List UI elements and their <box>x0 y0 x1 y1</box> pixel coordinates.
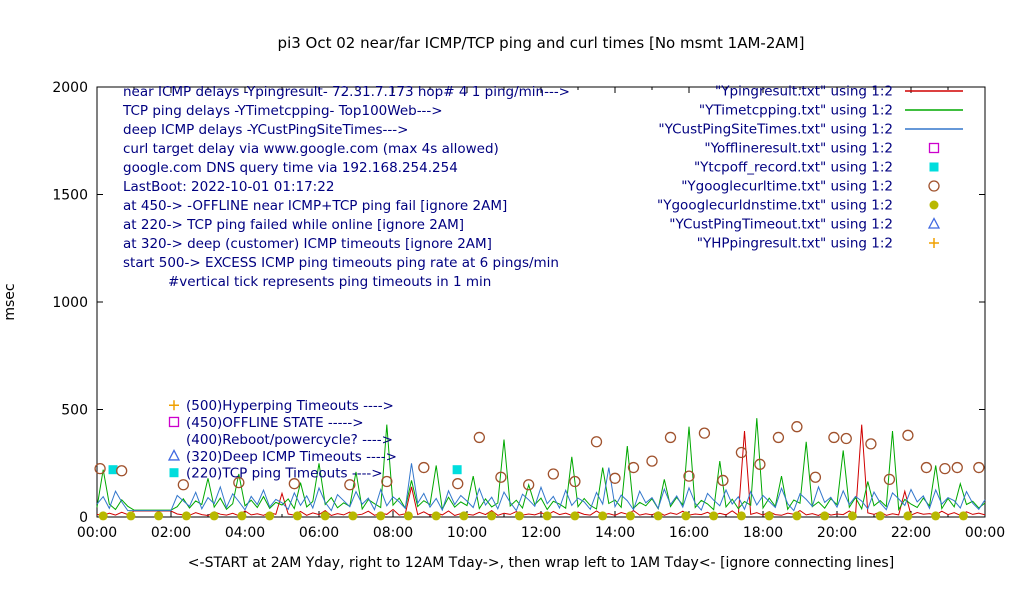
annotation-line: deep ICMP delays -YCustPingSiteTimes---> <box>123 122 408 138</box>
x-tick-label: 10:00 <box>447 525 487 541</box>
open-triangle-marker <box>167 449 181 461</box>
marker-label: (220)TCP ping Timeouts ----> <box>186 466 383 482</box>
series-ytcpoff-record <box>108 465 462 475</box>
x-tick-label: 22:00 <box>891 525 931 541</box>
chart-title: pi3 Oct 02 near/far ICMP/TCP ping and cu… <box>278 34 805 52</box>
legend-label-ycustpingtimeout: "YCustPingTimeout.txt" using 1:2 <box>669 217 893 233</box>
x-tick-label: 14:00 <box>595 525 635 541</box>
y-tick-label: 0 <box>79 510 88 526</box>
series-ygooglecurldnstime <box>98 511 968 521</box>
legend-sample-ygooglecurldnstime <box>929 200 939 210</box>
legend-label-ytimetcpping: "YTimetcpping.txt" using 1:2 <box>699 103 893 119</box>
annotation-line: near ICMP delays -Ypingresult- 72.31.7.1… <box>123 84 570 100</box>
annotations: near ICMP delays -Ypingresult- 72.31.7.1… <box>122 84 570 290</box>
annotation-line: #vertical tick represents ping timeouts … <box>168 274 491 290</box>
annotation-line: at 220-> TCP ping failed while online [i… <box>123 217 464 233</box>
series-ycustpingsitetimes <box>96 463 986 512</box>
x-tick-label: 02:00 <box>151 525 191 541</box>
x-axis-ticks: 00:00 02:00 04:00 06:00 08:00 10:00 12:00 14:00… <box>77 87 1005 541</box>
legend-label-yofflineresult: "Yofflineresult.txt" using 1:2 <box>704 141 893 157</box>
legend: "Ypingresult.txt" using 1:2 "YTimetcpping… <box>657 84 963 252</box>
legend-sample-ycustpingtimeout <box>927 217 941 229</box>
annotation-line: LastBoot: 2022-10-01 01:17:22 <box>123 179 334 195</box>
series-ypingresult <box>96 424 986 517</box>
annotation-line: start 500-> EXCESS ICMP ping timeouts pi… <box>123 255 559 271</box>
x-tick-label: 18:00 <box>743 525 783 541</box>
x-tick-label: 16:00 <box>669 525 709 541</box>
x-tick-label: 00:00 <box>965 525 1005 541</box>
annotation-line: at 320-> deep (customer) ICMP timeouts [… <box>123 236 492 252</box>
y-tick-label: 2000 <box>52 80 88 96</box>
series-ygooglecurltime <box>94 421 985 491</box>
filled-square-marker <box>169 468 179 478</box>
legend-label-yhppingresult: "YHPpingresult.txt" using 1:2 <box>697 236 893 252</box>
marker-label: (400)Reboot/powercycle? ----> <box>186 432 393 448</box>
y-axis-label: msec <box>2 283 18 320</box>
y-tick-label: 500 <box>61 403 88 419</box>
x-axis-label: <-START at 2AM Yday, right to 12AM Tday-… <box>188 555 894 571</box>
legend-sample-yofflineresult <box>928 142 940 154</box>
legend-sample-ygooglecurltime <box>928 180 940 192</box>
legend-label-ygooglecurldnstime: "Ygooglecurldnstime.txt" using 1:2 <box>657 198 893 214</box>
marker-label: (320)Deep ICMP Timeouts ----> <box>186 449 397 465</box>
x-tick-label: 04:00 <box>225 525 265 541</box>
annotation-line: curl target delay via www.google.com (ma… <box>123 141 499 157</box>
x-tick-label: 06:00 <box>299 525 339 541</box>
x-tick-label: 00:00 <box>77 525 117 541</box>
series-ytimetcpping <box>96 418 986 512</box>
legend-label-ytcpoff-record: "Ytcpoff_record.txt" using 1:2 <box>694 160 893 176</box>
annotation-line: at 450-> -OFFLINE near ICMP+TCP ping fai… <box>123 198 507 214</box>
x-tick-label: 08:00 <box>373 525 413 541</box>
legend-sample-yhppingresult <box>929 238 939 248</box>
plot-area: 00:00 02:00 04:00 06:00 08:00 10:00 12:00 14:00… <box>52 80 1005 541</box>
marker-label: (450)OFFLINE STATE -----> <box>186 415 364 431</box>
y-tick-label: 1500 <box>52 188 88 204</box>
legend-label-ycustpingsitetimes: "YCustPingSiteTimes.txt" using 1:2 <box>658 122 893 138</box>
legend-label-ypingresult: "Ypingresult.txt" using 1:2 <box>715 84 893 100</box>
x-tick-label: 20:00 <box>817 525 857 541</box>
annotation-line: google.com DNS query time via 192.168.25… <box>123 160 458 176</box>
x-tick-label: 12:00 <box>521 525 561 541</box>
open-square-marker <box>168 416 180 428</box>
marker-labels: (500)Hyperping Timeouts ---->(450)OFFLIN… <box>167 398 397 482</box>
marker-label: (500)Hyperping Timeouts ----> <box>186 398 394 414</box>
y-tick-label: 1000 <box>52 295 88 311</box>
annotation-line: TCP ping delays -YTimetcpping- Top100Web… <box>122 103 443 119</box>
y-axis-ticks: 0 500 1000 1500 2000 <box>52 80 985 526</box>
legend-label-ygooglecurltime: "Ygooglecurltime.txt" using 1:2 <box>681 179 893 195</box>
legend-sample-ytcpoff-record <box>929 162 939 172</box>
plus-marker <box>169 400 179 411</box>
